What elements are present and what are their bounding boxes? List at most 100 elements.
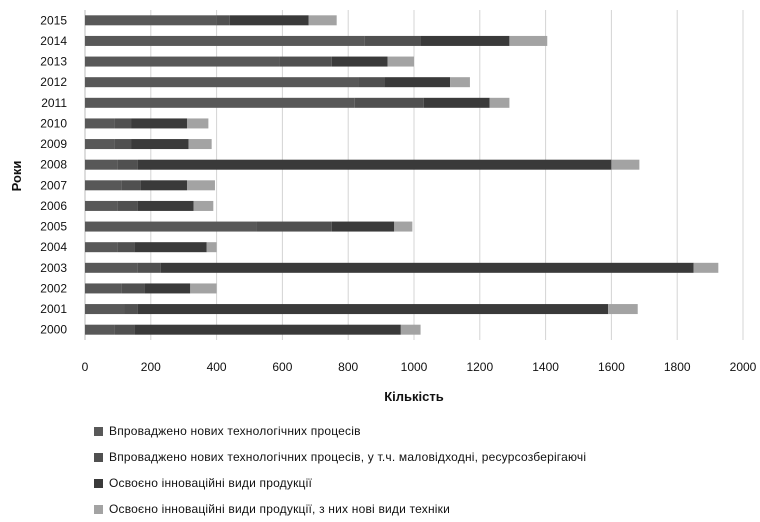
legend-item: Впроваджено нових технологічних процесів <box>94 418 754 444</box>
bar-segment <box>114 118 132 129</box>
legend-item: Освоєно інноваційні види продукції <box>94 470 754 496</box>
bar-segment <box>364 35 421 46</box>
bar-segment <box>85 159 118 170</box>
bar-segment <box>134 324 401 335</box>
bar-segment <box>160 262 694 273</box>
bar-segment <box>140 180 187 191</box>
legend-label: Впроваджено нових технологічних процесів… <box>109 450 587 464</box>
y-tick-labels: 2000 2001 2002 2003 2004 2005 2006 2007 2008 2009… <box>40 13 67 336</box>
bar-segment <box>85 180 122 191</box>
bar-segment <box>188 139 212 150</box>
y-axis-title: Роки <box>9 161 24 192</box>
y-tick-label: 2002 <box>40 281 67 295</box>
bar-segment <box>85 262 138 273</box>
legend-label: Впроваджено нових технологічних процесів <box>109 424 361 438</box>
legend: Впроваджено нових технологічних процесів… <box>94 418 754 522</box>
x-tick-label: 1800 <box>664 360 691 374</box>
bar-segment <box>331 56 388 67</box>
legend-swatch <box>94 504 103 514</box>
bar-segment <box>137 159 612 170</box>
y-tick-label: 2010 <box>40 116 67 130</box>
bar-segment <box>85 139 115 150</box>
y-tick-label: 2000 <box>40 323 67 337</box>
bar-segment <box>85 56 280 67</box>
y-tick-label: 2015 <box>40 13 67 27</box>
bar-segment <box>308 15 337 26</box>
y-tick-label: 2013 <box>40 55 67 69</box>
bar-segment <box>117 242 135 253</box>
bar-segment <box>384 77 451 88</box>
bars <box>85 15 719 335</box>
y-tick-label: 2008 <box>40 158 67 172</box>
bar-segment <box>144 283 191 294</box>
bar-segment <box>423 97 490 108</box>
bar-segment <box>387 56 414 67</box>
y-tick-label: 2003 <box>40 261 67 275</box>
y-tick-label: 2007 <box>40 178 67 192</box>
y-tick-label: 2014 <box>40 34 67 48</box>
legend-item: Освоєно інноваційні види продукції, з ни… <box>94 496 754 522</box>
legend-swatch <box>94 452 103 462</box>
bar-segment <box>693 262 719 273</box>
bar-segment <box>193 200 214 211</box>
bar-segment <box>186 180 215 191</box>
bar-segment <box>85 221 257 232</box>
legend-swatch <box>94 478 103 488</box>
bar-segment <box>85 15 217 26</box>
y-tick-label: 2004 <box>40 240 67 254</box>
bar-segment <box>85 118 115 129</box>
y-tick-label: 2011 <box>41 96 67 110</box>
bar-segment <box>121 283 145 294</box>
x-tick-label: 1200 <box>466 360 493 374</box>
bar-segment <box>131 139 189 150</box>
bar-segment <box>131 118 187 129</box>
x-axis-title: Кількість <box>384 389 444 404</box>
bar-segment <box>137 200 194 211</box>
bar-segment <box>420 35 510 46</box>
bar-segment <box>117 200 138 211</box>
bar-segment <box>256 221 332 232</box>
bar-segment <box>85 200 118 211</box>
bar-segment <box>137 262 161 273</box>
bar-segment <box>117 159 138 170</box>
bar-segment <box>611 159 640 170</box>
stacked-bar-chart: 2000200120022003200420052006200720082009… <box>9 10 757 404</box>
bar-segment <box>608 304 638 315</box>
bar-segment <box>137 304 609 315</box>
x-tick-label: 2000 <box>730 360 757 374</box>
y-tick-label: 2001 <box>40 302 67 316</box>
bar-segment <box>85 324 115 335</box>
bar-segment <box>394 221 413 232</box>
x-tick-label: 200 <box>141 360 161 374</box>
bar-segment <box>190 283 217 294</box>
x-tick-label: 800 <box>338 360 358 374</box>
bar-segment <box>358 77 385 88</box>
legend-label: Освоєно інноваційні види продукції, з ни… <box>109 502 450 516</box>
bar-segment <box>85 283 122 294</box>
y-tick-label: 2012 <box>40 75 67 89</box>
x-tick-label: 0 <box>82 360 89 374</box>
bar-segment <box>216 15 230 26</box>
bar-segment <box>85 242 118 253</box>
bar-segment <box>85 77 359 88</box>
bar-segment <box>331 221 395 232</box>
bar-segment <box>124 304 138 315</box>
legend-item: Впроваджено нових технологічних процесів… <box>94 444 754 470</box>
bar-segment <box>85 35 365 46</box>
bar-segment <box>279 56 332 67</box>
bar-segment <box>206 242 217 253</box>
bar-segment <box>509 35 548 46</box>
bar-segment <box>400 324 421 335</box>
bar-segment <box>134 242 207 253</box>
bar-segment <box>229 15 309 26</box>
x-tick-label: 1400 <box>532 360 559 374</box>
y-tick-label: 2009 <box>40 137 67 151</box>
bar-segment <box>114 324 135 335</box>
bar-segment <box>121 180 141 191</box>
bar-segment <box>186 118 209 129</box>
bar-segment <box>354 97 424 108</box>
bar-segment <box>450 77 470 88</box>
bar-segment <box>489 97 510 108</box>
x-tick-label: 400 <box>207 360 227 374</box>
y-tick-label: 2006 <box>40 199 67 213</box>
